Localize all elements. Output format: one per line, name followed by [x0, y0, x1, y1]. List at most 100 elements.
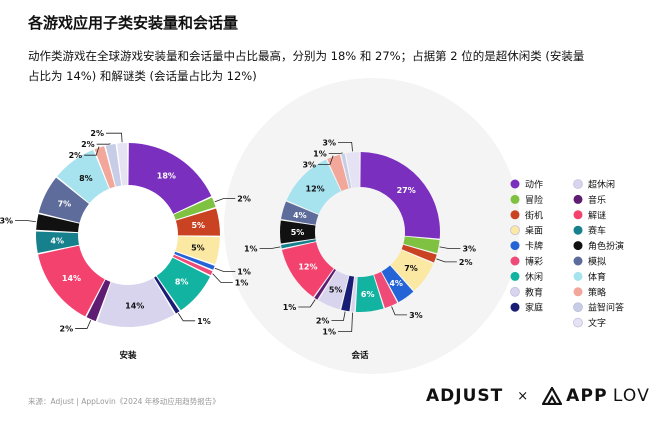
legend-label: 街机 [525, 209, 543, 221]
slice-label: 2% [90, 129, 104, 138]
legend-swatch [573, 287, 583, 297]
leader-line [328, 152, 343, 154]
legend-label: 音乐 [588, 194, 606, 206]
slice-label: 2% [316, 316, 330, 325]
donut-slice [174, 251, 215, 270]
legend-label: 益智问答 [588, 302, 624, 314]
applovin-logo-app: APP [566, 386, 608, 406]
legend-swatch [510, 302, 520, 312]
slice-label: 4% [50, 237, 64, 246]
donut-slice [38, 245, 105, 317]
leader-line [259, 246, 281, 249]
legend-label: 桌面 [525, 225, 543, 237]
background-circle [224, 78, 520, 374]
donut-slice [341, 153, 352, 189]
donut-slice [128, 143, 212, 214]
slice-label: 27% [397, 186, 416, 195]
legend-label: 家庭 [525, 302, 543, 314]
donut-slice [327, 154, 349, 191]
chart-caption: 安装 [119, 350, 137, 361]
slice-label: 1% [313, 149, 327, 158]
applovin-logo-icon [542, 387, 563, 405]
legend-label: 超休闲 [588, 179, 615, 191]
legend-label: 教育 [525, 286, 543, 298]
legend-swatch [573, 194, 583, 204]
times-sign: × [517, 388, 529, 404]
slice-label: 5% [291, 228, 305, 237]
leader-line [75, 320, 92, 329]
slice-label: 2% [60, 324, 74, 333]
slice-label: 3% [322, 138, 336, 147]
slice-label: 1% [197, 317, 211, 326]
donut-slice [350, 276, 357, 312]
legend-swatch [573, 271, 583, 281]
slice-label: 7% [58, 199, 72, 208]
legend-swatch [573, 210, 583, 220]
donut-slice [36, 214, 80, 233]
legend-swatch [510, 241, 520, 251]
leader-line [214, 267, 236, 272]
applovin-logo-lovin: LOVIN [612, 386, 650, 406]
page-title: 各游戏应用子类安装量和会话量 [28, 14, 239, 32]
legend-swatch [510, 210, 520, 220]
legend-label: 卡牌 [525, 240, 543, 252]
slice-label: 14% [125, 302, 144, 311]
slice-label: 1% [244, 245, 258, 254]
legend-swatch [510, 286, 520, 297]
donut-slice [36, 231, 79, 254]
leader-line [212, 273, 233, 283]
donut-slice [360, 152, 441, 239]
donut-slice [38, 177, 89, 223]
donut-slice [173, 197, 216, 220]
leader-line [106, 132, 123, 143]
donut-slice [381, 265, 414, 303]
legend-label: 休闲 [525, 271, 543, 283]
donut-slice [281, 201, 319, 225]
leader-line [96, 143, 111, 145]
donut-slice [314, 268, 336, 300]
slice-label: 3% [0, 216, 13, 225]
donut-slice [172, 254, 213, 276]
legend-label: 策略 [588, 286, 606, 298]
legend-label: 博彩 [525, 256, 543, 268]
slice-label: 8% [79, 174, 93, 183]
slice-label: 5% [191, 221, 205, 230]
donut-slice [286, 159, 341, 215]
slice-label: 2% [459, 258, 473, 267]
donut-slice [341, 275, 355, 312]
legend-swatch [510, 256, 520, 266]
legend-label: 冒险 [525, 194, 543, 206]
legend-label: 模拟 [588, 256, 606, 268]
slice-label: 3% [462, 245, 476, 254]
donut-slice [117, 143, 128, 186]
legend-swatch [573, 241, 583, 251]
slice-label: 6% [361, 290, 375, 299]
donut-slice [374, 271, 398, 309]
donut-slice [154, 276, 180, 314]
leader-line [338, 141, 353, 152]
donut-slice [57, 149, 109, 204]
legend-swatch [573, 317, 583, 328]
page-subtitle: 动作类游戏在全球游戏安装量和会话量中占比最高，分别为 18% 和 27%；占据第… [28, 49, 585, 83]
legend-swatch [573, 256, 583, 266]
legend-swatch [510, 271, 520, 281]
leader-line [84, 146, 100, 156]
donut-slice [175, 208, 220, 236]
leader-line [338, 312, 353, 332]
slice-label: 3% [302, 160, 316, 169]
legend-swatch [573, 302, 583, 313]
donut-slice [390, 249, 434, 291]
slice-label: 3% [409, 311, 423, 320]
legend-label: 体育 [588, 271, 606, 283]
donut-slice [86, 279, 111, 322]
donut-slice [346, 152, 360, 188]
slice-label: 8% [175, 277, 189, 286]
slice-label: 5% [191, 243, 205, 252]
legend-swatch [510, 194, 520, 204]
chart-caption: 会话 [350, 350, 369, 361]
donut-slice [282, 242, 334, 297]
donut-slice [318, 270, 349, 310]
slice-label: 2% [81, 140, 95, 149]
leader-line [318, 155, 334, 165]
